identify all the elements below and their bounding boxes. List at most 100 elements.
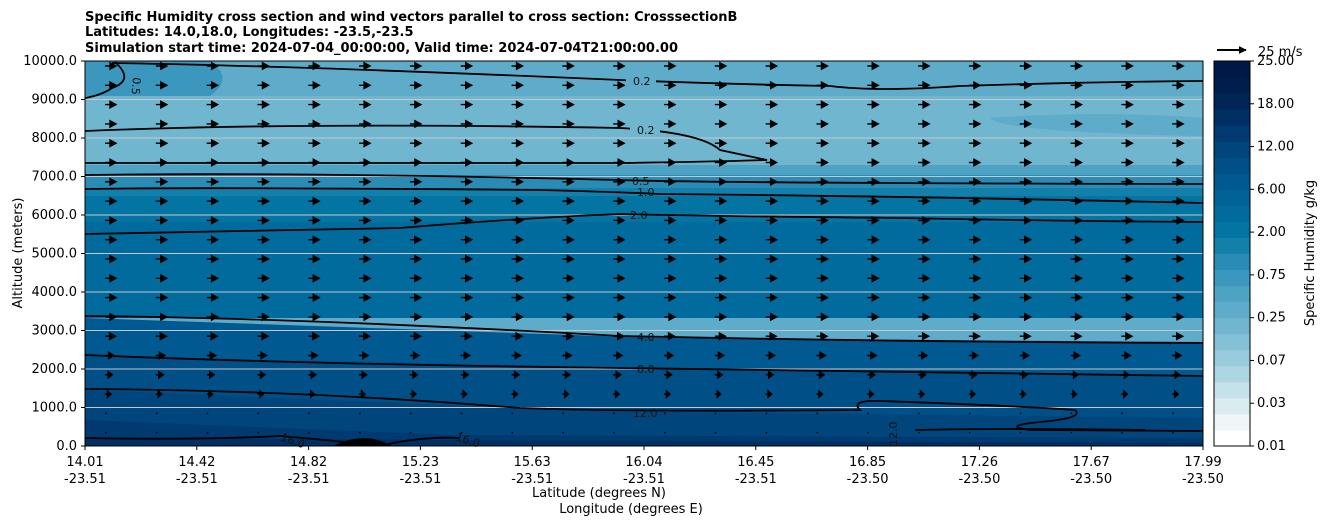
wind-vector xyxy=(613,351,624,360)
wind-vector xyxy=(1070,370,1080,380)
x-tick-label-longitude: -23.50 xyxy=(1182,472,1224,487)
wind-vector xyxy=(359,196,372,206)
wind-vector xyxy=(257,196,270,206)
wind-vector xyxy=(1070,80,1084,90)
wind-vector xyxy=(359,412,361,415)
wind-vector xyxy=(918,138,931,148)
colorbar-tick-label: 0.75 xyxy=(1257,268,1286,283)
wind-vector xyxy=(409,254,423,264)
wind-vector xyxy=(816,138,829,148)
wind-vector xyxy=(308,216,321,225)
wind-vector xyxy=(511,370,521,380)
wind-vector xyxy=(206,331,219,341)
wind-vector xyxy=(511,138,525,148)
wind-vector xyxy=(257,351,268,360)
wind-vector xyxy=(155,61,169,71)
band-3 xyxy=(85,222,1203,318)
wind-vector xyxy=(206,351,218,360)
wind-vector xyxy=(359,138,372,148)
wind-vector xyxy=(714,431,717,434)
wind-vector xyxy=(511,196,525,206)
wind-vector xyxy=(613,216,626,225)
wind-vector xyxy=(867,158,880,167)
wind-vector xyxy=(1019,158,1033,167)
wind-vector xyxy=(409,431,412,434)
wind-vector xyxy=(968,196,982,206)
x-tick-label-longitude: -23.51 xyxy=(511,472,553,487)
wind-vector xyxy=(206,196,220,206)
band-1p5 xyxy=(85,188,1203,196)
wind-vector xyxy=(308,177,321,187)
wind-vector xyxy=(664,138,677,148)
wind-vector xyxy=(359,100,372,109)
colorbar-tick-label: 25.00 xyxy=(1257,54,1294,69)
y-tick-label: 7000.0 xyxy=(32,170,78,185)
wind-vector xyxy=(918,389,926,399)
wind-vector xyxy=(155,235,169,245)
wind-vector xyxy=(105,293,118,302)
x-axis-ticks: 14.01 -23.51 14.42 -23.51 14.82 -23.51 15.23 -2… xyxy=(64,446,1224,487)
wind-vector xyxy=(206,293,220,302)
wind-vector xyxy=(765,293,779,302)
wind-vector xyxy=(1019,312,1033,322)
wind-vector xyxy=(918,158,931,167)
wind-vector xyxy=(664,293,677,302)
wind-vector xyxy=(359,351,370,360)
wind-vector xyxy=(867,254,880,264)
wind-vector xyxy=(664,412,666,415)
wind-vector xyxy=(1019,235,1033,245)
colorbar-tick-label: 0.07 xyxy=(1257,353,1286,368)
wind-vector xyxy=(1070,412,1073,415)
wind-vector xyxy=(1121,312,1134,322)
wind-vector xyxy=(968,119,982,129)
wind-vector xyxy=(308,138,321,148)
colorbar-swatch xyxy=(1214,125,1250,142)
wind-vector xyxy=(816,389,824,399)
colorbar-swatches xyxy=(1214,61,1250,447)
wind-vector xyxy=(105,138,118,148)
wind-vector xyxy=(968,412,971,415)
wind-vector xyxy=(816,177,829,187)
wind-vector xyxy=(257,216,270,225)
wind-vector xyxy=(257,370,267,380)
wind-vector xyxy=(613,177,626,187)
wind-vector xyxy=(664,370,673,380)
wind-vector xyxy=(511,158,525,167)
wind-vector xyxy=(460,61,474,71)
wind-vector xyxy=(257,431,260,434)
colorbar-swatch xyxy=(1214,381,1250,399)
wind-vector xyxy=(359,80,372,90)
wind-vector xyxy=(511,80,525,90)
wind-vector xyxy=(460,293,474,302)
wind-vector xyxy=(664,389,672,399)
x-tick-label-latitude: 15.23 xyxy=(402,455,439,470)
x-tick-label-latitude: 16.85 xyxy=(849,455,886,470)
wind-vector xyxy=(816,331,829,341)
contour-12-right xyxy=(914,428,1146,431)
wind-vector xyxy=(1121,177,1134,187)
colorbar-tick-label: 6.00 xyxy=(1257,182,1286,197)
wind-vector xyxy=(460,216,474,225)
wind-vector xyxy=(359,177,372,187)
colorbar: 0.01 0.03 0.07 0.25 0.75 2.00 6.00 12.00 18.00 25… xyxy=(1213,54,1318,454)
contour-1 xyxy=(85,187,1203,204)
wind-vector xyxy=(105,80,118,90)
wind-vector xyxy=(1019,254,1033,264)
wind-vector xyxy=(1019,431,1022,434)
colorbar-swatch xyxy=(1214,413,1250,431)
wind-vector xyxy=(155,80,169,90)
wind-vector xyxy=(1070,431,1073,434)
wind-vector xyxy=(1070,119,1084,129)
wind-vector xyxy=(1121,331,1134,341)
wind-vector xyxy=(359,158,372,167)
wind-vector xyxy=(968,389,977,399)
wind-vector xyxy=(206,273,220,283)
wind-vector xyxy=(562,331,575,341)
wind-vector xyxy=(816,61,829,71)
humidity-contour-lines xyxy=(85,61,1203,446)
wind-vector xyxy=(867,351,878,360)
wind-vector xyxy=(1121,370,1131,380)
wind-vector xyxy=(1121,273,1134,283)
wind-vector xyxy=(765,370,775,380)
contour-label-8p0: 8.0 xyxy=(637,363,655,376)
